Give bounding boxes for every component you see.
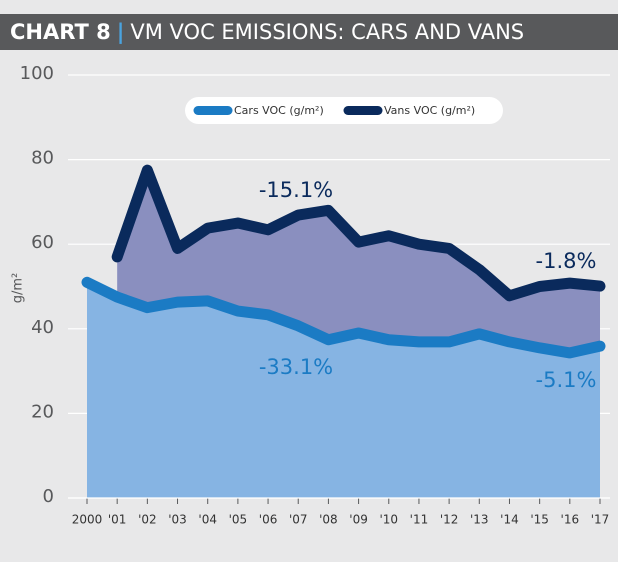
- series-line: [111, 164, 606, 302]
- x-tick-label: '04: [198, 513, 217, 527]
- chart-title: VM VOC EMISSIONS: CARS AND VANS: [130, 20, 524, 44]
- x-tick-label: '05: [229, 513, 248, 527]
- separator: |: [117, 20, 125, 45]
- legend-label: Vans VOC (g/m²): [384, 104, 475, 117]
- y-tick-label: 60: [31, 232, 54, 253]
- y-tick-label: 100: [20, 63, 54, 84]
- x-tick-label: '16: [561, 513, 580, 527]
- x-tick-label: '12: [440, 513, 459, 527]
- x-tick-label: '01: [108, 513, 127, 527]
- x-tick-label: '06: [259, 513, 278, 527]
- x-tick-label: '09: [349, 513, 368, 527]
- x-tick-label: '10: [379, 513, 398, 527]
- x-tick-label: '02: [138, 513, 157, 527]
- annotation: -1.8%: [536, 249, 597, 273]
- legend-label: Cars VOC (g/m²): [234, 104, 324, 117]
- y-tick-label: 40: [31, 317, 54, 338]
- header-bar: [0, 14, 618, 50]
- x-tick-label: '08: [319, 513, 338, 527]
- x-tick-label: '07: [289, 513, 308, 527]
- annotation: -5.1%: [536, 368, 597, 392]
- x-tick-label: '13: [470, 513, 489, 527]
- x-tick-label: '15: [530, 513, 549, 527]
- x-tick-label: '03: [168, 513, 187, 527]
- chart-number: CHART 8: [10, 20, 111, 44]
- annotation: -15.1%: [259, 178, 333, 202]
- y-tick-label: 80: [31, 148, 54, 169]
- annotation: -33.1%: [259, 355, 333, 379]
- x-tick-label: 2000: [72, 513, 103, 527]
- y-axis-label: g/m²: [11, 273, 26, 304]
- header: CHART 8 | VM VOC EMISSIONS: CARS AND VANS: [10, 20, 524, 45]
- series-line: [81, 276, 606, 359]
- x-tick-label: '11: [410, 513, 429, 527]
- x-tick-label: '14: [500, 513, 519, 527]
- y-tick-label: 20: [31, 401, 54, 422]
- y-tick-label: 0: [43, 486, 54, 507]
- x-tick-label: '17: [591, 513, 610, 527]
